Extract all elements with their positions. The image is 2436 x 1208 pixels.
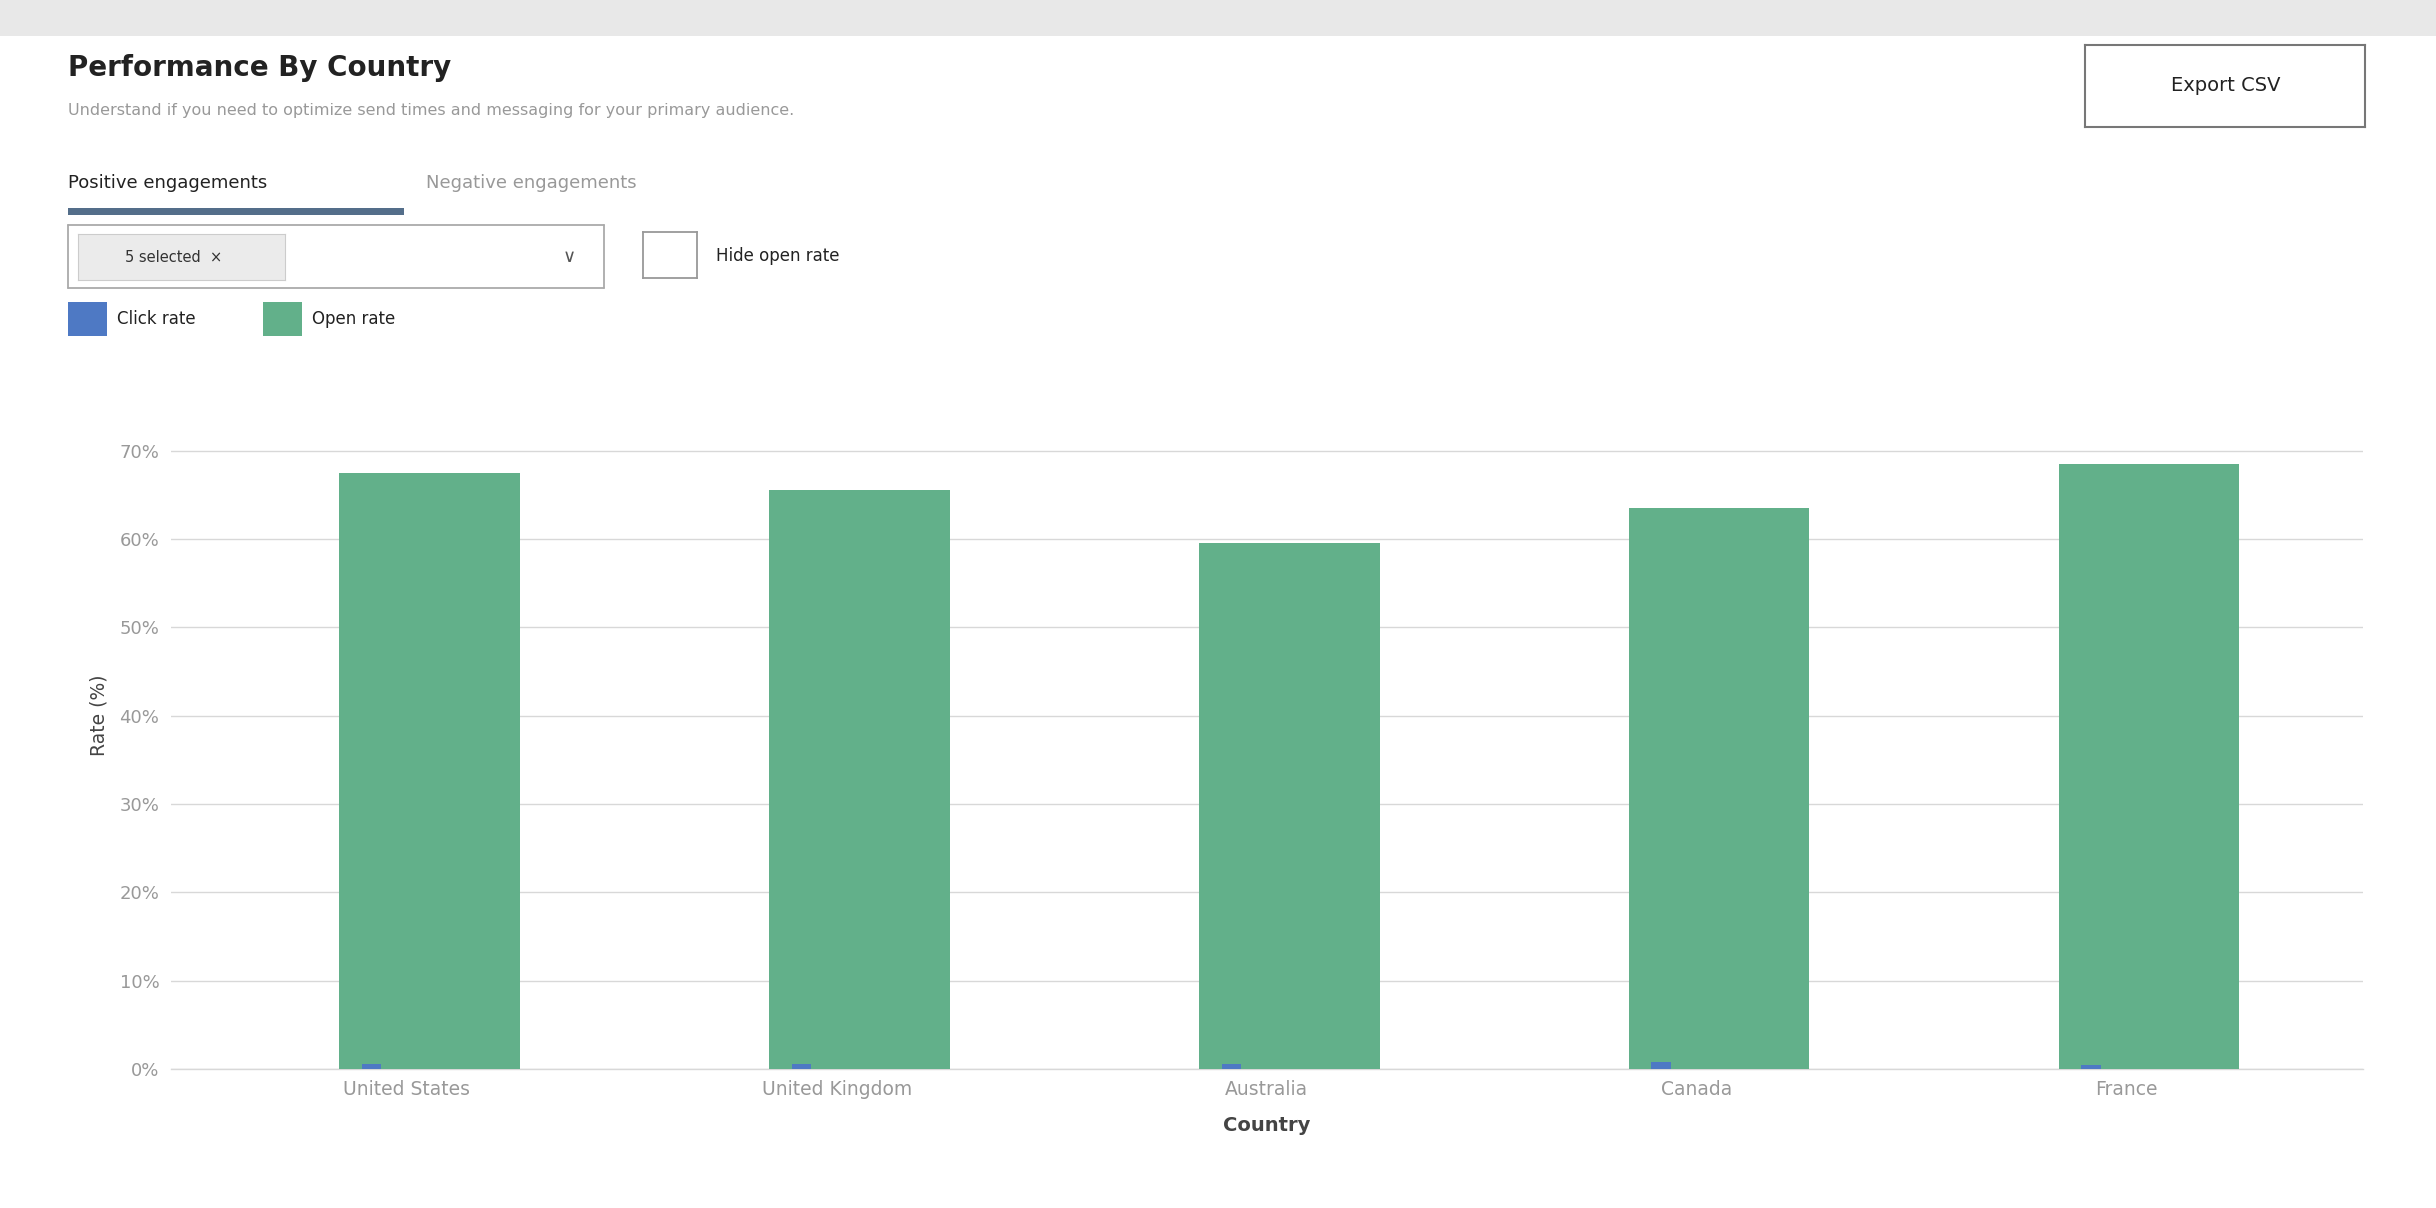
Text: Performance By Country: Performance By Country <box>68 54 451 82</box>
Bar <box>792 1064 811 1069</box>
Text: Positive engagements: Positive engagements <box>68 174 268 192</box>
Text: 5 selected  ×: 5 selected × <box>124 250 222 265</box>
Bar <box>2080 1064 2100 1069</box>
Text: ∨: ∨ <box>563 249 575 266</box>
Bar <box>2058 464 2239 1069</box>
Bar <box>1199 544 1379 1069</box>
Text: Negative engagements: Negative engagements <box>426 174 636 192</box>
Text: Export CSV: Export CSV <box>2170 76 2280 95</box>
Text: Click rate: Click rate <box>117 310 195 327</box>
Text: Open rate: Open rate <box>312 310 395 327</box>
X-axis label: Country: Country <box>1223 1116 1311 1134</box>
Bar <box>1630 509 1810 1069</box>
Bar <box>1220 1064 1240 1069</box>
Text: Understand if you need to optimize send times and messaging for your primary aud: Understand if you need to optimize send … <box>68 103 794 117</box>
Bar <box>1652 1062 1671 1069</box>
Bar <box>339 472 519 1069</box>
Bar <box>770 490 950 1069</box>
Y-axis label: Rate (%): Rate (%) <box>90 675 110 756</box>
Bar <box>363 1064 380 1069</box>
Text: Hide open rate: Hide open rate <box>716 248 840 265</box>
